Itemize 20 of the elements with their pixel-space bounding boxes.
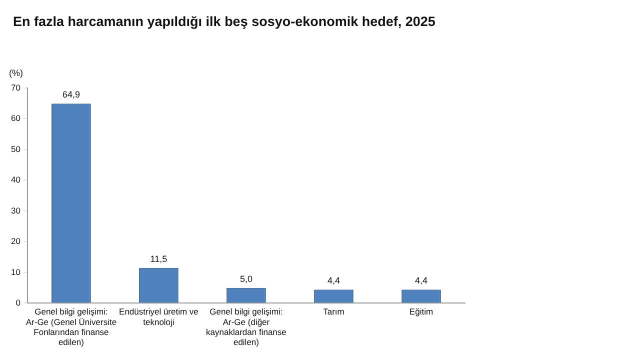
x-tick-label: Genel bilgi gelişimi: Ar-Ge (Genel Üniversite Fonlarından finanse edilen) <box>26 306 117 348</box>
y-tick-label: 40 <box>10 174 21 185</box>
y-axis-title: (%) <box>9 68 23 78</box>
y-tick-label: 20 <box>10 236 21 246</box>
data-label: 11,5 <box>150 254 168 264</box>
y-tick-label: 0 <box>16 298 21 308</box>
x-tick-label: Tarım <box>323 306 344 317</box>
data-label: 5,0 <box>240 274 252 284</box>
data-label: 64,9 <box>62 90 80 100</box>
data-label: 4,4 <box>327 276 340 286</box>
y-tick-label: 50 <box>10 144 21 154</box>
y-tick-label: 10 <box>10 266 21 277</box>
x-tick-label: Eğitim <box>409 306 434 317</box>
y-tick-label: 70 <box>10 82 21 92</box>
x-tick-label: Genel bilgi gelişimi: Ar-Ge (diğer kaynaklardan finanse edilen) <box>206 306 287 348</box>
y-tick-label: 30 <box>10 205 21 216</box>
y-tick-label: 60 <box>10 113 21 124</box>
chart-title: En fazla harcamanın yapıldığı ilk beş sosyo-ekonomik hedef, 2025 <box>13 14 436 29</box>
x-tick-label: Endüstriyel üretim ve teknoloji <box>119 306 199 327</box>
data-label: 4,4 <box>414 276 428 286</box>
